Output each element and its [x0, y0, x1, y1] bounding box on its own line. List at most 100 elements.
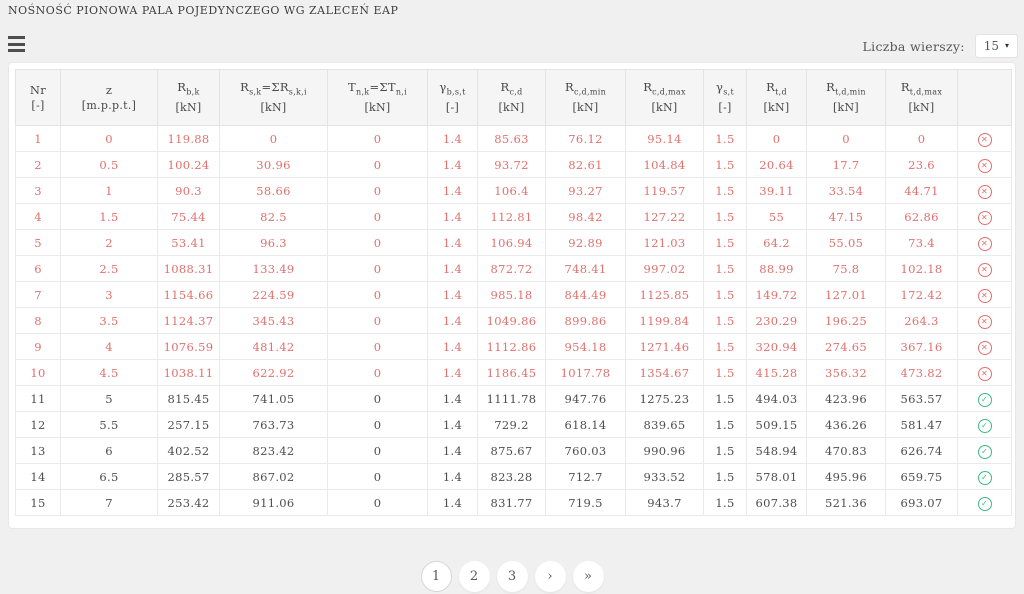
table-cell: 90.3 [157, 177, 220, 205]
table-cell: 509.15 [746, 411, 807, 439]
table-row: 13 6 402.52 823.42 0 1.4 875.67 760.03 990.96 1.5… [15, 437, 1012, 465]
table-cell: 0 [327, 203, 428, 231]
table-cell: 264.3 [885, 307, 958, 335]
table-cell: 741.05 [219, 385, 328, 413]
table-cell: 1.5 [703, 411, 747, 439]
table-cell: 436.26 [806, 411, 886, 439]
menu-bar [8, 49, 25, 52]
table-cell: 1125.85 [625, 281, 704, 309]
column-header-rsk: Rs,k=ΣRs,k,i [kN] [219, 68, 328, 127]
table-cell: 1.4 [427, 489, 478, 517]
table-cell: 1.5 [703, 489, 747, 517]
table-cell: 473.82 [885, 359, 958, 387]
table-cell: 1017.78 [545, 359, 626, 387]
pass-icon: ✓ [977, 496, 992, 511]
table-cell: 548.94 [746, 437, 807, 465]
table-cell: 831.77 [477, 489, 546, 517]
fail-icon: ✕ [977, 132, 992, 147]
table-cell: 0 [806, 125, 886, 153]
table-cell: 0 [885, 125, 958, 153]
table-cell: 9 [15, 333, 61, 361]
table-cell: 1.4 [427, 281, 478, 309]
table-cell: 82.5 [219, 203, 328, 231]
table-cell: 76.12 [545, 125, 626, 153]
table-cell: 0 [327, 229, 428, 257]
page-2-button[interactable]: 2 [458, 561, 490, 592]
table-cell: 1.5 [703, 255, 747, 283]
table-cell: 1154.66 [157, 281, 220, 309]
page-1-button[interactable]: 1 [420, 561, 452, 592]
table-cell: 92.89 [545, 229, 626, 257]
hamburger-menu-icon[interactable] [8, 36, 28, 52]
pagination: 1 2 3 ›» [0, 561, 1024, 592]
column-header-status [957, 68, 1012, 127]
table-cell: 20.64 [746, 151, 807, 179]
table-cell: 133.49 [219, 255, 328, 283]
table-cell: 0 [746, 125, 807, 153]
table-cell: 172.42 [885, 281, 958, 309]
table-cell: 345.43 [219, 307, 328, 335]
table-cell: 0 [327, 385, 428, 413]
table-cell: 844.49 [545, 281, 626, 309]
table-cell: 823.42 [219, 437, 328, 465]
table-cell: 1.4 [427, 359, 478, 387]
table-cell: 11 [15, 385, 61, 413]
table-cell: 0 [327, 437, 428, 465]
table-cell: 253.42 [157, 489, 220, 517]
table-cell: 224.59 [219, 281, 328, 309]
table-cell: 1.5 [703, 151, 747, 179]
fail-icon: ✕ [977, 288, 992, 303]
table-row: 5 2 53.41 96.3 0 1.4 106.94 92.89 121.03 1.5 64.2 5… [15, 229, 1012, 257]
table-cell: 274.65 [806, 333, 886, 361]
table-cell: 815.45 [157, 385, 220, 413]
page-title: NOŚNOŚĆ PIONOWA PALA POJEDYNCZEGO WG ZAL… [8, 4, 399, 17]
table-cell: 127.01 [806, 281, 886, 309]
table-cell: 0 [327, 411, 428, 439]
fail-icon: ✕ [977, 158, 992, 173]
rows-per-page-control: Liczba wierszy: 15 ▾ [863, 34, 1018, 58]
table-row: 3 1 90.3 58.66 0 1.4 106.4 93.27 119.57 1.5 39.11 3… [15, 177, 1012, 205]
table-cell: 415.28 [746, 359, 807, 387]
table-cell: 1088.31 [157, 255, 220, 283]
column-header-rcdmax: Rc,d,max [kN] [625, 68, 704, 127]
menu-bar [8, 42, 25, 46]
table-cell: 760.03 [545, 437, 626, 465]
table-cell: 626.74 [885, 437, 958, 465]
table-cell: 1186.45 [477, 359, 546, 387]
next-page-button[interactable]: › [534, 561, 566, 592]
table-cell: 867.02 [219, 463, 328, 491]
table-cell: 2.5 [60, 255, 158, 283]
rows-per-page-select[interactable]: 15 ▾ [974, 34, 1018, 58]
table-cell: 104.84 [625, 151, 704, 179]
menu-bar [8, 36, 25, 39]
table-cell: 1.5 [703, 385, 747, 413]
pass-icon: ✓ [977, 392, 992, 407]
table-row: 14 6.5 285.57 867.02 0 1.4 823.28 712.7 933.52 1.… [15, 463, 1012, 491]
page-3-button[interactable]: 3 [496, 561, 528, 592]
table-cell: 1.5 [703, 307, 747, 335]
status-cell: ✕ [957, 307, 1012, 335]
table-cell: 470.83 [806, 437, 886, 465]
table-cell: 607.38 [746, 489, 807, 517]
table-cell: 748.41 [545, 255, 626, 283]
table-cell: 1111.78 [477, 385, 546, 413]
last-page-button[interactable]: » [572, 561, 604, 592]
table-row: 10 4.5 1038.11 622.92 0 1.4 1186.45 1017.78 1354… [15, 359, 1012, 387]
table-cell: 0 [327, 333, 428, 361]
table-cell: 1112.86 [477, 333, 546, 361]
column-header-rtdmin: Rt,d,min [kN] [806, 68, 886, 127]
table-cell: 839.65 [625, 411, 704, 439]
status-cell: ✕ [957, 177, 1012, 205]
status-cell: ✕ [957, 125, 1012, 153]
table-cell: 5 [60, 385, 158, 413]
table-cell: 106.4 [477, 177, 546, 205]
table-cell: 1 [60, 177, 158, 205]
status-cell: ✕ [957, 229, 1012, 257]
table-cell: 17.7 [806, 151, 886, 179]
table-cell: 0 [327, 177, 428, 205]
table-cell: 98.42 [545, 203, 626, 231]
table-cell: 6.5 [60, 463, 158, 491]
table-cell: 6 [15, 255, 61, 283]
table-cell: 990.96 [625, 437, 704, 465]
table-cell: 0 [327, 359, 428, 387]
